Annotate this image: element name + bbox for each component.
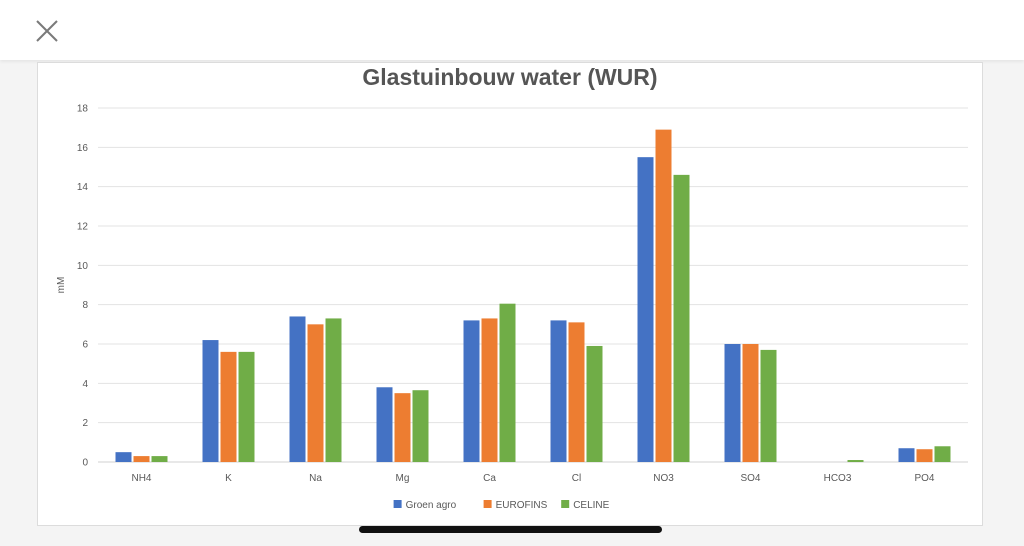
x-tick-label: PO4 xyxy=(914,473,934,484)
x-tick-label: HCO3 xyxy=(824,473,852,484)
bar-so4-groen-agro xyxy=(724,344,741,462)
x-tick-label: Na xyxy=(309,473,322,484)
y-tick-label: 8 xyxy=(82,300,88,311)
legend-label: Groen agro xyxy=(406,500,457,511)
x-tick-label: Mg xyxy=(396,473,410,484)
bar-k-celine xyxy=(238,351,255,462)
bar-no3-celine xyxy=(673,174,690,462)
bar-ca-celine xyxy=(499,303,516,462)
legend-swatch xyxy=(561,500,570,508)
bar-nh4-celine xyxy=(151,456,168,462)
x-tick-label: Ca xyxy=(483,473,496,484)
legend-label: CELINE xyxy=(573,500,609,511)
bar-po4-groen-agro xyxy=(898,448,915,462)
bar-cl-celine xyxy=(586,345,603,462)
home-indicator xyxy=(359,526,662,533)
y-tick-label: 2 xyxy=(82,418,88,429)
y-tick-label: 4 xyxy=(82,379,88,390)
bar-mg-celine xyxy=(412,390,429,462)
y-tick-label: 0 xyxy=(82,458,88,469)
bar-nh4-groen-agro xyxy=(115,452,132,462)
legend-label: EUROFINS xyxy=(496,500,548,511)
y-tick-label: 16 xyxy=(77,143,89,154)
bar-ca-eurofins xyxy=(481,318,498,462)
bar-k-groen-agro xyxy=(202,340,219,462)
bar-na-eurofins xyxy=(307,324,324,462)
close-icon[interactable] xyxy=(30,14,64,48)
y-tick-label: 10 xyxy=(77,261,89,272)
bar-hco3-celine xyxy=(847,460,864,462)
top-bar xyxy=(0,0,1024,60)
x-tick-label: NO3 xyxy=(653,473,674,484)
bar-po4-eurofins xyxy=(916,449,933,462)
bar-so4-celine xyxy=(760,349,777,462)
bar-cl-groen-agro xyxy=(550,320,567,462)
bar-po4-celine xyxy=(934,446,951,462)
y-tick-label: 14 xyxy=(77,182,89,193)
bar-no3-groen-agro xyxy=(637,157,654,462)
bar-chart: Glastuinbouw water (WUR) mM 0 2 4 6 8 10 12 14 1… xyxy=(56,64,968,511)
x-tick-label: Cl xyxy=(572,473,581,484)
bar-mg-eurofins xyxy=(394,393,411,462)
bar-na-groen-agro xyxy=(289,316,306,462)
y-tick-label: 12 xyxy=(77,222,89,233)
x-tick-label: NH4 xyxy=(131,473,151,484)
bar-na-celine xyxy=(325,318,342,462)
y-axis-label: mM xyxy=(56,277,67,294)
chart-card: Glastuinbouw water (WUR) mM 0 2 4 6 8 10 12 14 1… xyxy=(37,62,983,526)
x-tick-label: K xyxy=(225,473,232,484)
bar-nh4-eurofins xyxy=(133,456,150,462)
bar-so4-eurofins xyxy=(742,344,759,462)
bar-mg-groen-agro xyxy=(376,387,393,462)
chart-title: Glastuinbouw water (WUR) xyxy=(362,64,657,90)
y-tick-label: 6 xyxy=(82,340,88,351)
legend-swatch xyxy=(483,500,492,508)
y-tick-label: 18 xyxy=(77,104,89,115)
bar-cl-eurofins xyxy=(568,322,585,462)
x-tick-label: SO4 xyxy=(740,473,760,484)
bar-ca-groen-agro xyxy=(463,320,480,462)
legend-swatch xyxy=(393,500,402,508)
bar-k-eurofins xyxy=(220,351,237,462)
bar-no3-eurofins xyxy=(655,129,672,462)
